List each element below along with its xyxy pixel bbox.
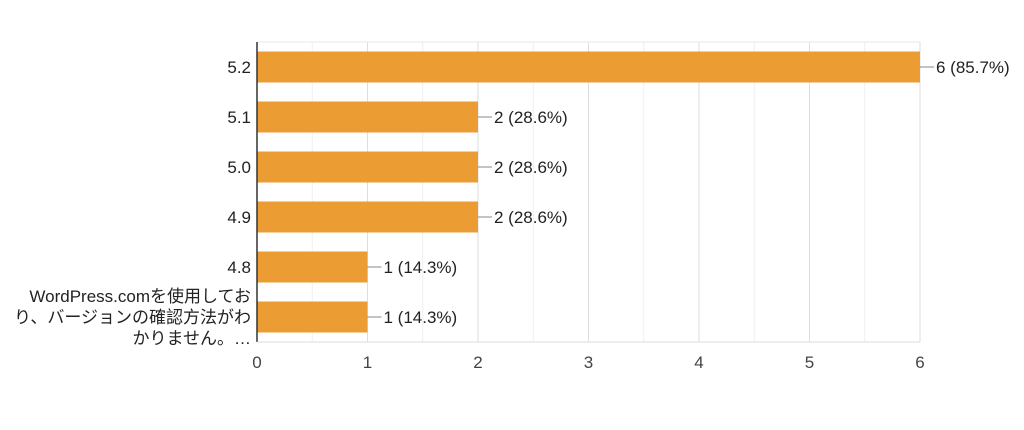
data-label: 2 (28.6%) <box>494 208 568 227</box>
category-label: 5.0 <box>227 158 251 177</box>
gridlines <box>256 41 921 342</box>
data-label: 2 (28.6%) <box>494 158 568 177</box>
bar <box>257 301 368 333</box>
x-tick-label: 1 <box>363 353 372 372</box>
bar <box>257 251 368 283</box>
category-labels: 5.2 5.1 5.0 4.9 4.8 WordPress.comを使用しており、バージョ… <box>14 58 251 348</box>
x-tick-label: 5 <box>805 353 814 372</box>
bar <box>257 51 920 83</box>
bar <box>257 201 478 233</box>
category-label: 4.8 <box>227 258 251 277</box>
x-tick-label: 0 <box>252 353 261 372</box>
category-label: 5.1 <box>227 108 251 127</box>
category-label: WordPress.comを使用しており、バージョンの確認方法がわかりません。… <box>14 286 251 348</box>
data-label: 1 (14.3%) <box>384 258 458 277</box>
x-tick-label: 2 <box>473 353 482 372</box>
bars <box>257 51 920 333</box>
data-labels: 6 (85.7%) 2 (28.6%) 2 (28.6%) 2 (28.6%) 1 (1… <box>384 58 1010 327</box>
bar <box>257 101 478 133</box>
category-label: 4.9 <box>227 208 251 227</box>
x-tick-labels: 0 1 2 3 4 5 6 <box>252 353 924 372</box>
data-label: 6 (85.7%) <box>936 58 1010 77</box>
data-label: 1 (14.3%) <box>384 308 458 327</box>
x-tick-label: 6 <box>915 353 924 372</box>
bar <box>257 151 478 183</box>
x-tick-label: 3 <box>584 353 593 372</box>
category-label: 5.2 <box>227 58 251 77</box>
x-tick-label: 4 <box>694 353 703 372</box>
label-connectors <box>367 66 934 318</box>
data-label: 2 (28.6%) <box>494 108 568 127</box>
